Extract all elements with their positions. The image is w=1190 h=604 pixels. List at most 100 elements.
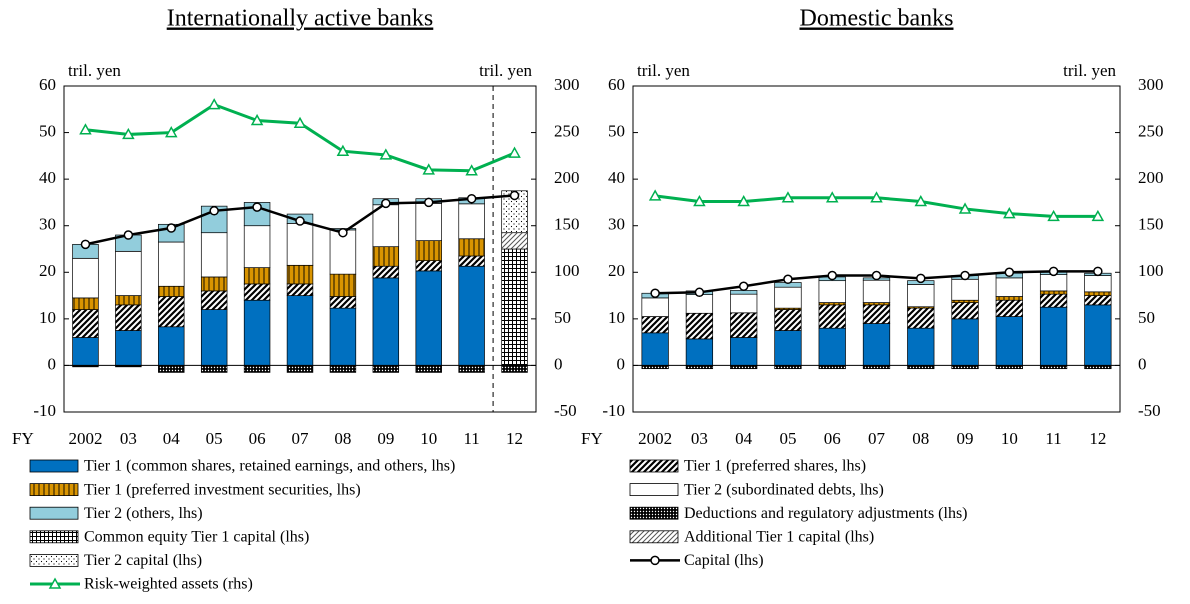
x-tick-label: 10	[1001, 429, 1018, 448]
point	[381, 198, 391, 209]
bar	[774, 309, 802, 331]
bar	[243, 365, 271, 373]
point	[737, 194, 750, 207]
bar	[685, 312, 714, 340]
point	[827, 270, 837, 281]
point	[250, 113, 264, 126]
point	[466, 193, 477, 204]
bar	[372, 204, 400, 248]
x-label: FY	[581, 429, 603, 448]
x-tick-label: 08	[912, 429, 929, 448]
bar	[907, 327, 935, 366]
y-tick-label: 50	[608, 121, 625, 140]
x-tick-label: 2002	[68, 429, 102, 448]
point	[694, 287, 705, 298]
bar	[1039, 274, 1068, 292]
x-tick-label: 11	[1045, 429, 1061, 448]
y2-tick-label: 150	[1138, 215, 1164, 234]
bar	[951, 278, 979, 301]
bar	[415, 260, 442, 272]
bar	[907, 307, 935, 329]
legend-swatch	[629, 530, 679, 544]
bar	[286, 223, 314, 266]
bar	[200, 309, 228, 366]
y-tick-label: 20	[608, 261, 625, 280]
bar	[72, 297, 99, 310]
x-tick-label: 06	[249, 429, 266, 448]
bar	[115, 304, 142, 331]
bar	[286, 283, 314, 296]
bar	[458, 255, 485, 267]
bar	[501, 248, 528, 366]
bar	[1084, 304, 1112, 366]
legend-label: Additional Tier 1 capital (lhs)	[684, 528, 874, 545]
point	[166, 223, 177, 233]
bar	[458, 365, 485, 373]
legend-label: Risk-weighted assets (rhs)	[84, 576, 253, 593]
bar	[685, 338, 714, 366]
y2-tick-label: 100	[1138, 261, 1164, 280]
point	[1047, 209, 1060, 222]
bar	[200, 232, 228, 278]
bar	[1039, 306, 1068, 366]
y-tick-label: 60	[608, 75, 625, 94]
y2-tick-label: 300	[1138, 75, 1164, 94]
legend-label: Tier 1 (common shares, retained earnings…	[84, 458, 455, 475]
point	[825, 191, 839, 203]
x-tick-label: 04	[163, 429, 181, 448]
bar	[158, 285, 185, 297]
bar	[415, 203, 442, 241]
bar	[372, 277, 400, 366]
x-tick-label: 09	[377, 429, 394, 448]
bar	[415, 240, 442, 261]
point	[164, 126, 178, 138]
x-tick-label: 08	[334, 429, 351, 448]
bar	[730, 312, 758, 338]
bar	[72, 309, 99, 338]
bar	[372, 246, 400, 267]
bar	[951, 318, 979, 366]
bar	[372, 265, 400, 279]
bar	[1084, 275, 1112, 293]
bar	[1084, 291, 1112, 296]
bar	[158, 365, 185, 373]
legend-swatch	[629, 459, 679, 473]
legend-marker	[650, 555, 660, 566]
legend-swatch	[629, 506, 679, 520]
y-tick-label: 60	[39, 75, 56, 94]
legend-swatch	[29, 459, 79, 473]
bar	[415, 365, 442, 373]
series-line	[85, 102, 516, 173]
plot-frame	[63, 85, 537, 413]
y2-tick-label: 150	[554, 215, 580, 234]
bar	[243, 225, 271, 268]
bar	[243, 267, 271, 285]
bar	[415, 270, 442, 366]
x-tick-label: 12	[506, 429, 523, 448]
y-tick-label: 30	[39, 215, 56, 234]
y-unit: tril. yen	[68, 61, 121, 80]
point	[738, 281, 749, 292]
bar	[501, 365, 528, 373]
y2-tick-label: 200	[1138, 168, 1164, 187]
y2-tick-label: 250	[554, 121, 580, 140]
bar	[329, 273, 357, 297]
legend-label: Common equity Tier 1 capital (lhs)	[84, 528, 309, 545]
bar	[995, 277, 1023, 297]
point	[338, 227, 348, 238]
legend-swatch	[29, 483, 79, 497]
bar	[641, 316, 669, 334]
bar	[243, 299, 271, 366]
bar	[72, 337, 99, 366]
bar	[730, 337, 758, 366]
bar	[243, 283, 271, 301]
bar	[72, 257, 99, 299]
point	[379, 148, 393, 160]
bar	[329, 307, 357, 366]
point	[293, 116, 307, 129]
bar	[995, 316, 1023, 366]
point	[336, 144, 350, 156]
bar	[862, 323, 891, 366]
bar	[730, 290, 758, 295]
